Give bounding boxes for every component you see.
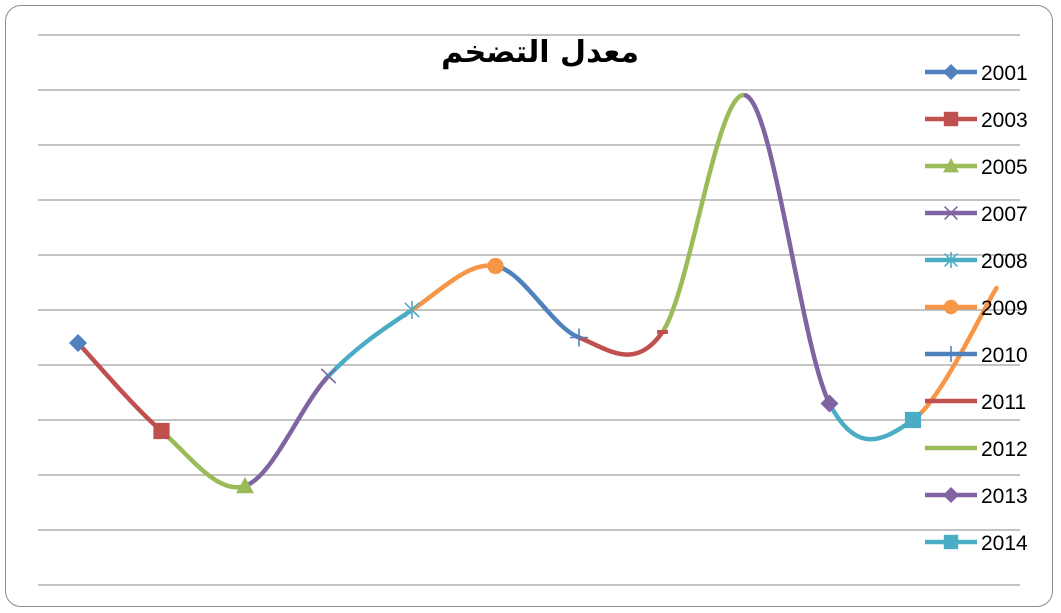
legend-label: 2001 [981, 62, 1028, 85]
data-point-marker [943, 64, 959, 80]
series-line-segment [75, 340, 164, 434]
legend-item: 2009 [925, 297, 1028, 320]
data-point-marker [487, 257, 504, 275]
data-point-marker [69, 334, 87, 352]
legend-label: 2008 [981, 250, 1028, 273]
series-line-segment [660, 93, 749, 335]
data-point-marker [820, 394, 839, 413]
series-line-segment [743, 93, 832, 406]
data-point-marker [943, 534, 959, 550]
data-point-marker [943, 111, 959, 127]
legend-item: 2013 [925, 485, 1028, 508]
data-point-marker [153, 422, 170, 440]
series-line-segment [326, 307, 415, 379]
data-point-marker [570, 328, 588, 347]
data-point-marker [236, 477, 254, 494]
data-point-marker [944, 252, 958, 268]
legend: 2001 2003 2005 2007 2008 2009 2010 2011 2012 2013… [925, 62, 1028, 555]
legend-label: 2011 [981, 391, 1026, 414]
series-line-segment [576, 329, 665, 357]
data-point-marker [404, 301, 420, 319]
data-point-marker [657, 330, 668, 334]
legend-item: 2008 [925, 250, 1028, 273]
series-markers [69, 257, 922, 494]
legend-item: 2014 [925, 532, 1028, 555]
data-point-marker [320, 368, 337, 384]
legend-item: 2001 [925, 62, 1028, 85]
legend-item: 2010 [925, 344, 1028, 367]
data-point-marker [904, 411, 922, 429]
legend-label: 2007 [981, 203, 1028, 226]
gridlines [38, 34, 1020, 586]
data-point-marker [944, 206, 958, 220]
legend-label: 2009 [981, 297, 1028, 320]
series-line-segment [493, 263, 582, 340]
series-line-segment [409, 263, 498, 313]
series-lines [75, 93, 999, 490]
legend-item: 2012 [925, 438, 1028, 461]
legend-item: 2007 [925, 203, 1028, 226]
data-point-marker [946, 399, 956, 403]
legend-label: 2005 [981, 156, 1028, 179]
legend-label: 2012 [981, 438, 1028, 461]
legend-label: 2014 [981, 532, 1028, 555]
chart-title: معدل التضخم [441, 35, 639, 70]
data-point-marker [943, 487, 959, 503]
legend-label: 2010 [981, 344, 1028, 367]
legend-label: 2003 [981, 109, 1028, 132]
legend-item: 2011 [925, 391, 1026, 414]
series-line-segment [159, 428, 248, 490]
chart-frame [5, 5, 1053, 607]
legend-item: 2005 [925, 156, 1028, 179]
series-line-segment [827, 401, 916, 442]
data-point-marker [943, 346, 959, 362]
series-line-segment [242, 373, 331, 489]
data-point-marker [943, 158, 959, 173]
legend-item: 2003 [925, 109, 1028, 132]
legend-label: 2013 [981, 485, 1028, 508]
data-point-marker [943, 299, 959, 315]
